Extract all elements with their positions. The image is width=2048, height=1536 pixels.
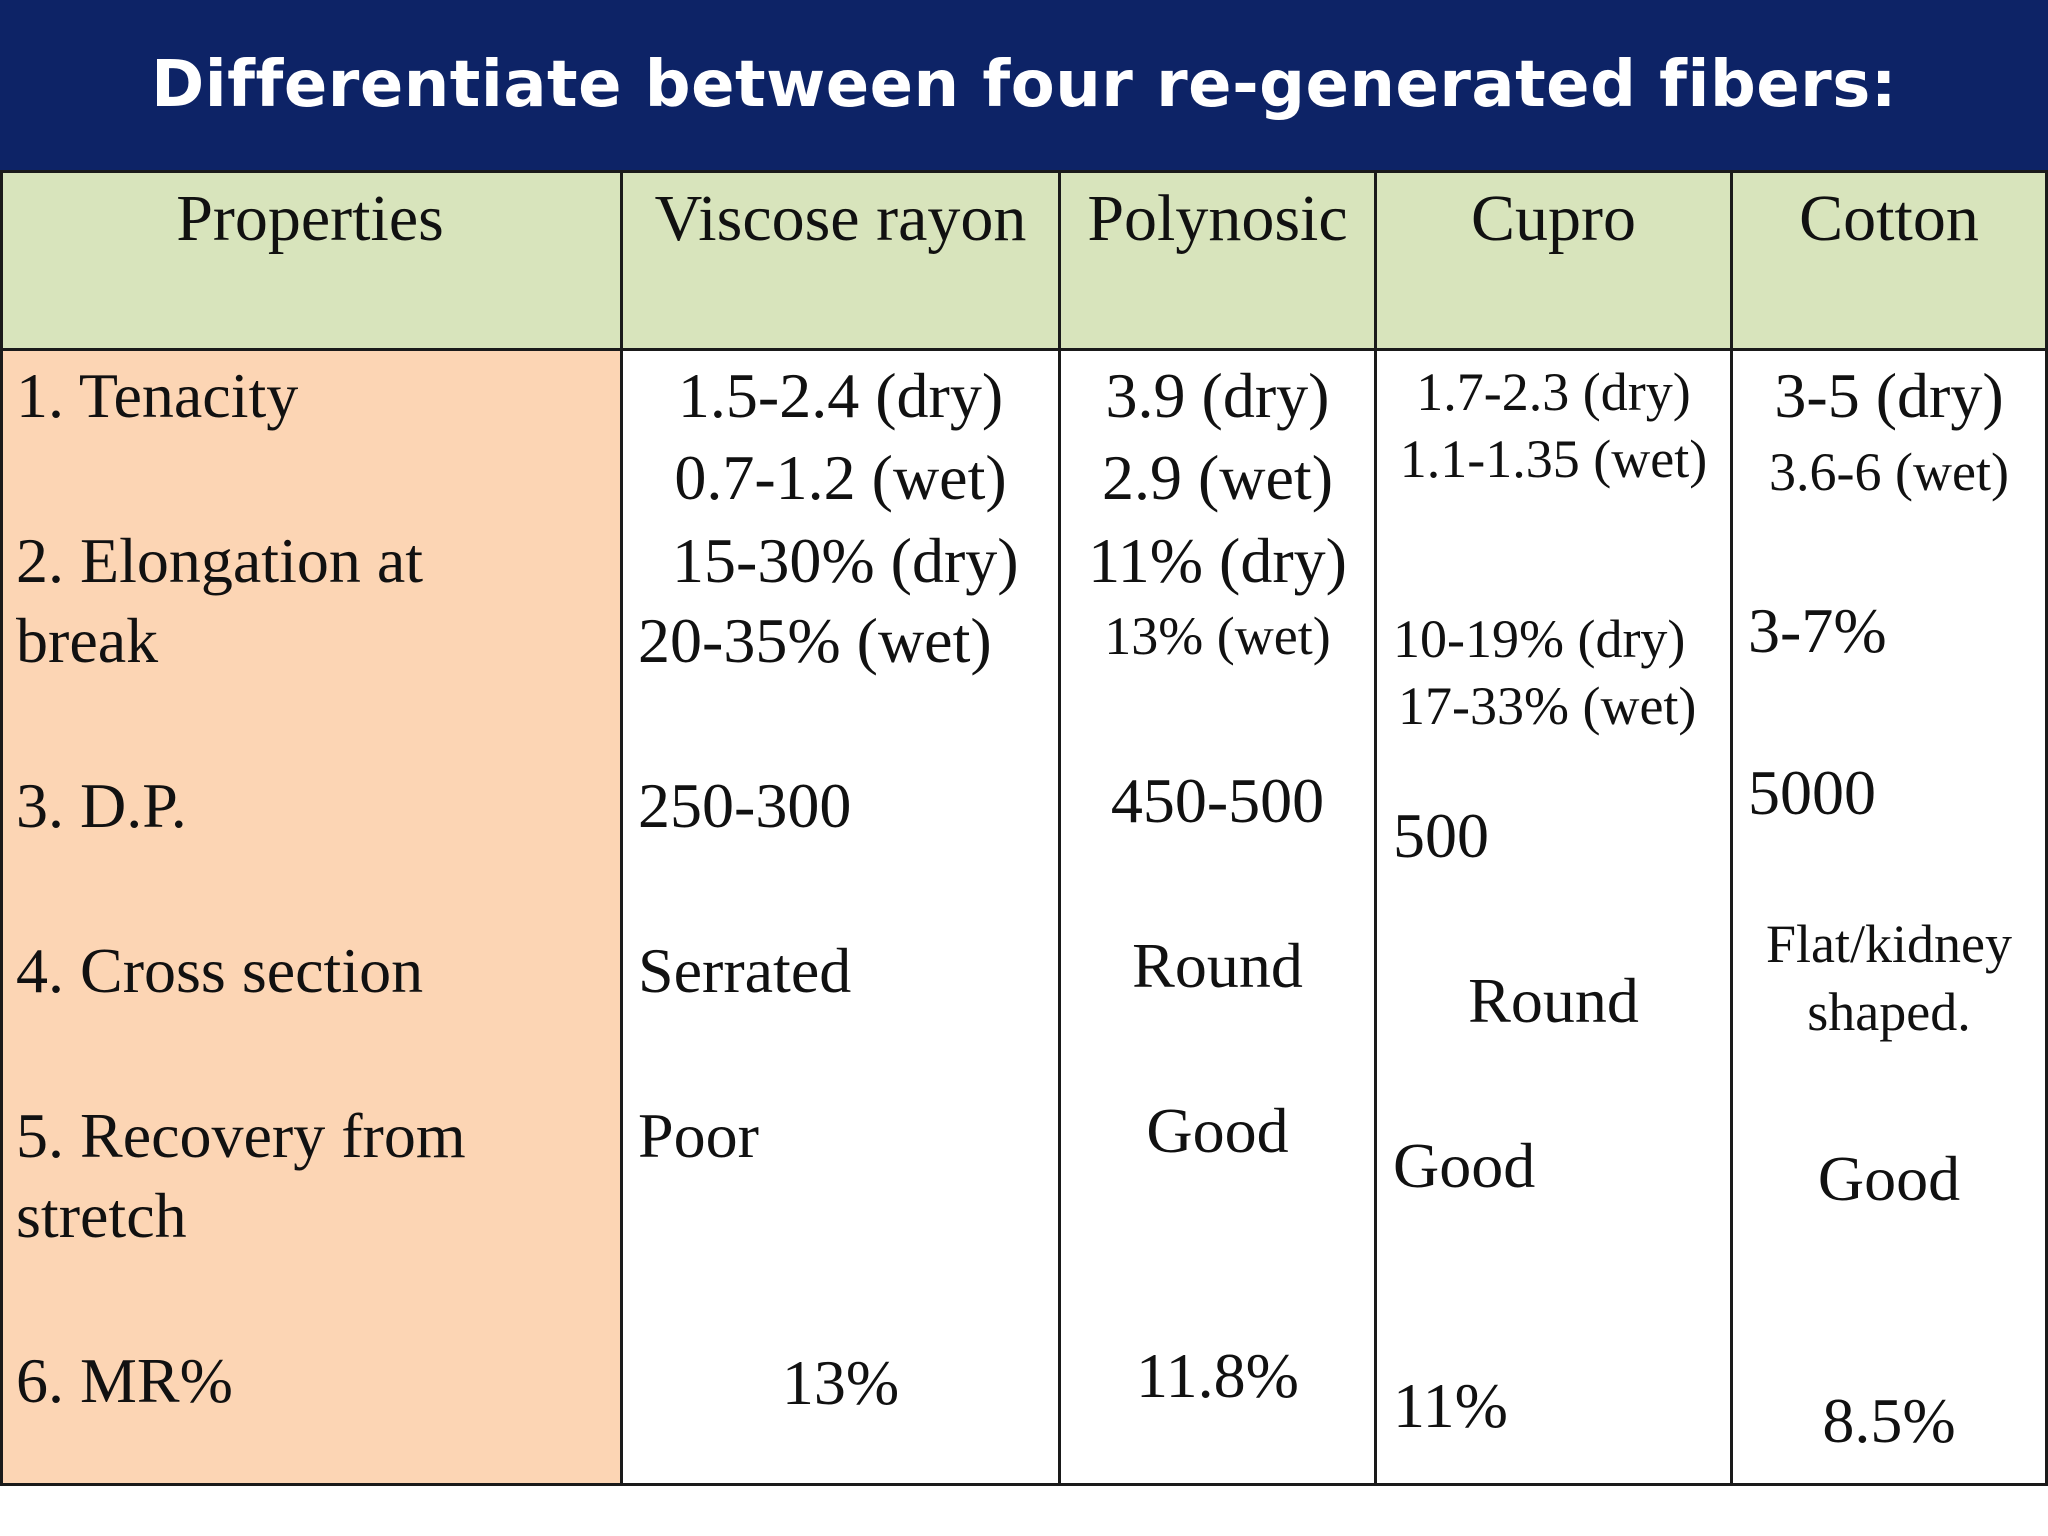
header-divider [0, 348, 2048, 351]
cotton-cross-section-line2: shaped. [1807, 982, 1971, 1042]
cotton-recovery: Good [1817, 1143, 1961, 1214]
table-border-right [2045, 170, 2048, 1486]
polynosic-mr: 11.8% [1136, 1340, 1299, 1411]
viscose-elongation-dry: 15-30% (dry) [672, 525, 1019, 596]
polynosic-tenacity-dry: 3.9 (dry) [1105, 360, 1330, 431]
header-row-background [0, 170, 2048, 350]
polynosic-elongation-wet: 13% (wet) [1104, 606, 1331, 666]
polynosic-recovery: Good [1146, 1095, 1289, 1166]
cupro-tenacity-dry: 1.7-2.3 (dry) [1416, 362, 1691, 422]
title-bar: Differentiate between four re-generated … [0, 0, 2048, 170]
viscose-elongation-wet: 20-35% (wet) [638, 605, 992, 676]
cotton-tenacity-wet: 3.6-6 (wet) [1769, 442, 2009, 502]
viscose-tenacity-dry: 1.5-2.4 (dry) [677, 360, 1004, 431]
cupro-elongation-wet: 17-33% (wet) [1398, 676, 1697, 736]
viscose-cross-section: Serrated [638, 935, 852, 1006]
cotton-tenacity-dry: 3-5 (dry) [1774, 360, 2004, 431]
polynosic-elongation-dry: 11% (dry) [1088, 525, 1347, 596]
polynosic-cross-section: Round [1132, 930, 1303, 1001]
cotton-cross-section-line1: Flat/kidney [1766, 914, 2012, 974]
column-divider-3 [1374, 170, 1377, 1486]
cupro-tenacity-wet: 1.1-1.35 (wet) [1399, 429, 1708, 489]
property-recovery-line2: stretch [16, 1180, 187, 1251]
table-border-left [0, 170, 3, 1486]
table-border-top [0, 170, 2048, 173]
cupro-cross-section: Round [1468, 965, 1639, 1036]
cotton-elongation: 3-7% [1748, 595, 1887, 666]
property-elongation-line1: 2. Elongation at [16, 525, 424, 596]
property-recovery-line1: 5. Recovery from [16, 1100, 466, 1171]
header-cupro: Cupro [1471, 182, 1636, 255]
property-tenacity: 1. Tenacity [16, 360, 299, 431]
polynosic-tenacity-wet: 2.9 (wet) [1101, 442, 1334, 513]
property-mr: 6. MR% [16, 1345, 233, 1416]
cupro-elongation-dry: 10-19% (dry) [1393, 609, 1686, 669]
column-divider-4 [1730, 170, 1733, 1486]
polynosic-dp: 450-500 [1110, 765, 1325, 836]
header-viscose-rayon: Viscose rayon [654, 182, 1027, 255]
comparison-table: Properties Viscose rayon Polynosic Cupro… [0, 170, 2048, 1486]
property-dp: 3. D.P. [16, 770, 187, 841]
cotton-dp: 5000 [1748, 757, 1876, 828]
header-polynosic: Polynosic [1087, 182, 1348, 255]
header-properties: Properties [176, 182, 444, 255]
table-border-bottom [0, 1483, 2048, 1486]
header-cotton: Cotton [1799, 182, 1979, 255]
slide-title: Differentiate between four re-generated … [151, 48, 1897, 122]
column-divider-1 [620, 170, 623, 1486]
cotton-mr: 8.5% [1822, 1385, 1956, 1456]
cupro-recovery: Good [1393, 1130, 1536, 1201]
property-elongation-line2: break [16, 605, 159, 676]
properties-column-background [0, 350, 622, 1486]
property-cross-section: 4. Cross section [16, 935, 424, 1006]
viscose-dp: 250-300 [638, 770, 852, 841]
viscose-mr: 13% [781, 1347, 900, 1418]
cupro-mr: 11% [1393, 1370, 1508, 1441]
viscose-tenacity-wet: 0.7-1.2 (wet) [674, 442, 1007, 513]
cupro-dp: 500 [1393, 800, 1489, 871]
column-divider-2 [1058, 170, 1061, 1486]
viscose-recovery: Poor [638, 1100, 759, 1171]
